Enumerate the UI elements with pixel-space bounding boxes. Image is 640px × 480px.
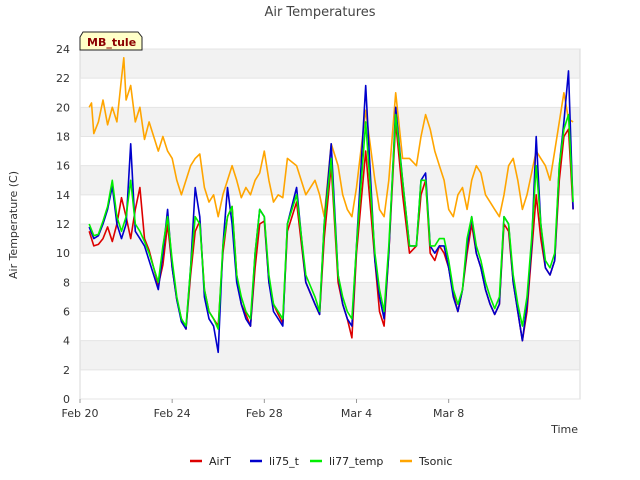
x-axis-title: Time [550,423,578,436]
grid-band [80,49,580,79]
grid-band [80,340,580,370]
x-tick-label: Feb 24 [154,407,191,420]
y-tick-label: 24 [56,43,70,56]
y-tick-label: 0 [63,393,70,406]
series-lines [88,57,574,354]
y-tick-label: 18 [56,131,70,144]
y-tick-label: 4 [63,335,70,348]
site-label-box: MB_tule [79,31,143,51]
site-label: MB_tule [87,36,136,49]
y-tick-label: 14 [56,189,70,202]
y-tick-label: 2 [63,364,70,377]
legend-label: Tsonic [418,455,452,468]
series-line-tsonic [88,57,574,218]
series-line-li77-temp [88,113,574,330]
x-tick-label: Mar 8 [433,407,464,420]
y-tick-label: 10 [56,247,70,260]
grid-band [80,107,580,137]
x-tick-label: Mar 4 [341,407,372,420]
y-tick-label: 20 [56,101,70,114]
legend: AirT li75_t li77_temp Tsonic [190,455,452,468]
legend-label: AirT [209,455,231,468]
chart-title: Air Temperatures [264,5,375,20]
grid-band [80,224,580,254]
x-tick-label: Feb 28 [246,407,283,420]
y-tick-label: 22 [56,72,70,85]
y-axis-title: Air Temperature (C) [7,171,20,279]
y-tick-label: 16 [56,160,70,173]
legend-label: li77_temp [329,455,383,468]
x-axis-ticks: Feb 20 Feb 24 Feb 28 Mar 4 Mar 8 [62,399,464,420]
legend-label: li75_t [269,455,300,468]
grid-band [80,282,580,312]
y-tick-label: 6 [63,306,70,319]
x-tick-label: Feb 20 [62,407,99,420]
plot-background-bands [80,49,580,370]
y-tick-label: 8 [63,276,70,289]
y-tick-label: 12 [56,218,70,231]
